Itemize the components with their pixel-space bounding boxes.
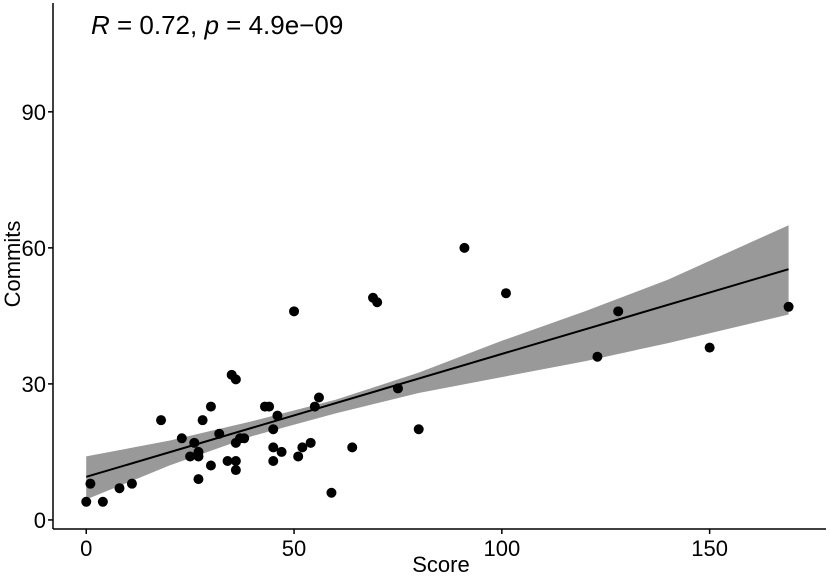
- data-point: [205, 460, 216, 471]
- y-axis-ticks: 0 30 60 90: [22, 100, 53, 533]
- data-point: [197, 415, 208, 426]
- data-point: [193, 474, 204, 485]
- data-point: [276, 446, 287, 457]
- data-point: [347, 442, 358, 453]
- data-point: [293, 451, 304, 462]
- data-point: [289, 306, 300, 317]
- data-point: [268, 455, 279, 466]
- data-point: [230, 374, 241, 385]
- r-symbol: R: [91, 10, 110, 40]
- data-point: [222, 455, 233, 466]
- data-point: [592, 351, 603, 362]
- r-value: = 0.72,: [110, 10, 205, 40]
- y-tick-label: 30: [22, 372, 46, 397]
- data-point: [313, 392, 324, 403]
- data-point: [272, 410, 283, 421]
- data-point: [268, 424, 279, 435]
- y-tick-label: 60: [22, 236, 46, 261]
- data-point: [392, 383, 403, 394]
- data-point: [326, 487, 337, 498]
- data-point: [230, 465, 241, 476]
- data-point: [185, 451, 196, 462]
- data-point: [704, 342, 715, 353]
- x-axis-title: Score: [412, 552, 469, 577]
- data-point: [85, 478, 96, 489]
- data-point: [81, 496, 92, 507]
- data-point: [193, 451, 204, 462]
- y-tick-label: 90: [22, 100, 46, 125]
- data-point: [297, 442, 308, 453]
- data-point: [114, 483, 125, 494]
- data-point: [268, 442, 279, 453]
- x-axis-ticks: 0 50 100 150: [80, 529, 728, 561]
- x-tick-label: 150: [691, 536, 728, 561]
- data-point: [176, 433, 187, 444]
- y-tick-label: 0: [34, 508, 46, 533]
- p-symbol: p: [203, 10, 218, 40]
- data-point: [97, 496, 108, 507]
- data-point: [239, 433, 250, 444]
- data-point: [309, 401, 320, 412]
- data-point: [189, 437, 200, 448]
- x-tick-label: 50: [282, 536, 306, 561]
- x-tick-label: 100: [483, 536, 520, 561]
- correlation-annotation: R = 0.72, p = 4.9e−09: [91, 10, 343, 40]
- data-point: [783, 301, 794, 312]
- data-points: [81, 242, 794, 507]
- data-point: [413, 424, 424, 435]
- data-point: [264, 401, 275, 412]
- data-point: [205, 401, 216, 412]
- data-point: [214, 428, 225, 439]
- x-tick-label: 0: [80, 536, 92, 561]
- data-point: [613, 306, 624, 317]
- data-point: [230, 455, 241, 466]
- regression-line: [85, 268, 789, 478]
- data-point: [372, 297, 383, 308]
- confidence-band: [86, 225, 789, 500]
- data-point: [500, 288, 511, 299]
- data-point: [305, 437, 316, 448]
- p-value: = 4.9e−09: [219, 10, 343, 40]
- data-point: [459, 242, 470, 253]
- data-point: [156, 415, 167, 426]
- y-axis-title: Commits: [0, 221, 25, 308]
- data-point: [126, 478, 137, 489]
